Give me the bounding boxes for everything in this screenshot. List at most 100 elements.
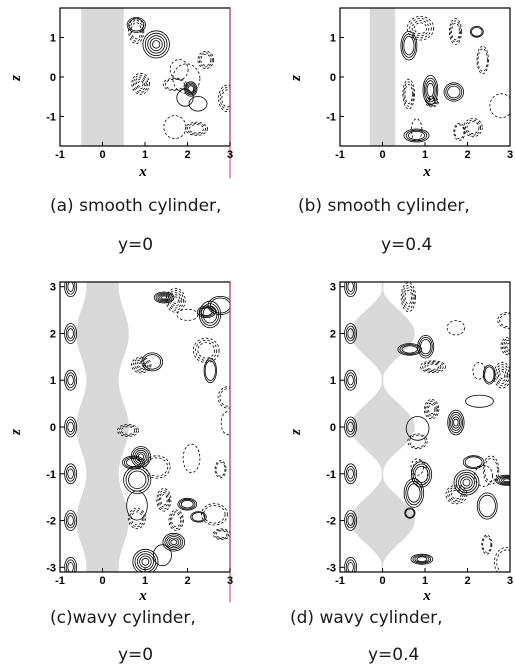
vortex-contour <box>65 559 76 572</box>
vortex-contour <box>123 465 152 494</box>
vortex-contour <box>446 320 466 336</box>
vortex-contour <box>218 84 230 113</box>
vortex-contour <box>185 82 197 96</box>
vortex-contour <box>405 508 415 518</box>
vortex-contour <box>130 22 142 40</box>
vortex-contour <box>145 457 169 477</box>
x-tick-label: 3 <box>507 575 513 587</box>
vortex-contour <box>132 548 159 572</box>
vortex-contour <box>126 17 146 33</box>
vortex-contour <box>403 128 430 143</box>
vortex-contour <box>469 25 484 38</box>
z-tick-label: 1 <box>50 375 56 387</box>
vortex-contour <box>153 291 175 304</box>
vortex-contour <box>160 295 168 300</box>
z-tick-label: -1 <box>46 111 56 123</box>
panel-a-x-label: x <box>138 164 147 180</box>
vortex-contour <box>200 307 213 316</box>
panel-a-caption-line2: y=0 <box>118 235 154 255</box>
vortex-contour <box>162 77 187 92</box>
vortex-contour <box>347 468 354 480</box>
panel-c-x-label: x <box>138 588 147 604</box>
vortex-contour <box>454 124 465 140</box>
vortex-contour <box>134 449 148 464</box>
vortex-contour <box>64 282 77 298</box>
vortex-contour <box>67 468 74 480</box>
vortex-contour <box>500 336 510 356</box>
vortex-contour <box>118 425 138 436</box>
vortex-contour <box>147 35 166 54</box>
vortex-contour <box>494 546 510 572</box>
vortex-contour <box>133 74 149 93</box>
cylinder-region <box>350 282 415 572</box>
vortex-contour <box>411 460 428 488</box>
vortex-contour <box>65 419 76 435</box>
vortex-contour <box>169 292 183 309</box>
vortex-contour <box>203 505 226 524</box>
vortex-contour <box>347 562 354 572</box>
vortex-contour <box>162 532 186 552</box>
vortex-contour <box>464 119 481 136</box>
vortex-contour <box>344 463 357 485</box>
vortex-contour <box>67 562 74 572</box>
vortex-contour <box>220 411 230 436</box>
vortex-contour <box>345 466 356 482</box>
vortex-contour <box>450 414 462 431</box>
vortex-contour <box>163 115 187 139</box>
vortex-contour <box>130 446 151 468</box>
z-tick-label: -3 <box>46 562 56 574</box>
vortex-contour <box>204 360 216 381</box>
vortex-contour <box>65 325 76 342</box>
vortex-contour <box>128 17 145 44</box>
vortex-contour <box>499 371 506 380</box>
vortex-contour <box>482 536 492 553</box>
z-tick-label: 0 <box>330 422 336 434</box>
panel-b-plot: -1 0 1 2 3 1 0 -1 x z <box>288 7 513 180</box>
vortex-contour <box>142 30 170 59</box>
vortex-contour <box>506 343 510 349</box>
vortex-contour <box>345 559 356 572</box>
vortex-contour <box>424 362 442 371</box>
vortex-contour <box>403 287 414 307</box>
panel-a-z-label: z <box>8 75 24 82</box>
vortex-contour <box>347 515 354 526</box>
vortex-contour <box>445 84 463 101</box>
vortex-contour <box>478 494 496 518</box>
vortex-contour <box>171 513 182 528</box>
x-tick-label: 2 <box>464 149 470 161</box>
vortex-contour <box>414 555 430 563</box>
vortex-contour <box>152 40 161 49</box>
vortex-contour <box>64 556 77 572</box>
vortex-contour <box>499 313 510 328</box>
z-tick-label: -1 <box>46 469 56 481</box>
vortex-contour <box>126 490 148 521</box>
vortex-contour <box>209 297 230 314</box>
x-tick-label: 2 <box>184 149 190 161</box>
vortex-contour <box>155 292 173 303</box>
vortex-contour <box>186 84 196 95</box>
vortex-contour <box>404 84 413 104</box>
z-tick-label: 1 <box>50 33 56 45</box>
vortex-contour <box>503 478 510 483</box>
vortex-contour <box>64 369 77 391</box>
vortex-contour <box>397 343 422 356</box>
vortex-contour <box>493 361 510 389</box>
vortex-contour <box>160 494 168 506</box>
vortex-contour <box>214 529 230 540</box>
x-tick-label: 1 <box>422 149 428 161</box>
vortex-contour <box>414 465 429 483</box>
vortex-contour <box>134 76 147 91</box>
vortex-contour <box>215 461 226 477</box>
vortex-contour <box>170 539 178 546</box>
x-tick-label: 2 <box>464 575 470 587</box>
vortex-contour <box>418 336 433 357</box>
vortex-contour <box>187 85 195 93</box>
vortex-contour <box>176 308 199 321</box>
vortex-contour <box>197 305 216 319</box>
vortex-contour <box>447 409 465 436</box>
vortex-contour <box>495 474 510 486</box>
vortex-contour <box>501 338 510 354</box>
vortex-contour <box>403 36 415 56</box>
vortex-contour <box>447 85 461 99</box>
panel-b-frame <box>339 7 511 147</box>
